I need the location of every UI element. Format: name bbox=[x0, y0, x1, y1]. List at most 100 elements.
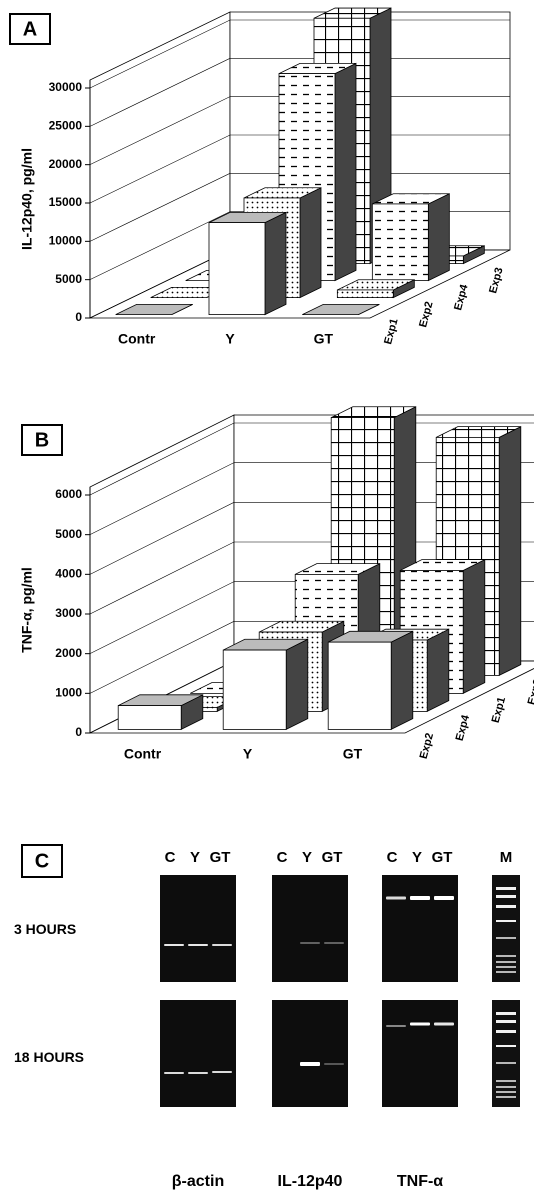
panel-label: B bbox=[35, 429, 49, 451]
gel-band bbox=[212, 944, 232, 946]
y-tick-label: 25000 bbox=[49, 119, 83, 133]
lane-label: Y bbox=[412, 849, 422, 866]
x-tick-label: Y bbox=[243, 746, 253, 762]
series-label: Exp1 bbox=[382, 317, 400, 346]
row-label: 18 HOURS bbox=[14, 1049, 84, 1065]
series-label: Exp3 bbox=[526, 678, 534, 707]
gel-image bbox=[272, 1000, 348, 1107]
y-axis-title: IL-12p40, pg/ml bbox=[19, 148, 35, 250]
y-tick-label: 15000 bbox=[49, 195, 83, 209]
bar-side bbox=[499, 427, 521, 676]
bar bbox=[372, 194, 449, 281]
x-tick-label: GT bbox=[314, 331, 334, 347]
gel-band bbox=[386, 897, 406, 900]
gene-label: IL-12p40 bbox=[278, 1173, 343, 1190]
gel-band bbox=[386, 1025, 406, 1027]
ladder-band bbox=[496, 1012, 516, 1015]
y-tick-label: 0 bbox=[75, 725, 82, 739]
series-label: Exp4 bbox=[452, 282, 471, 311]
gel-image bbox=[160, 1000, 236, 1107]
gel-band bbox=[410, 1023, 430, 1026]
gel-band bbox=[188, 944, 208, 946]
bar-side bbox=[463, 560, 485, 694]
bar-side bbox=[265, 212, 286, 314]
ladder-band bbox=[496, 1062, 516, 1064]
gel-band bbox=[164, 944, 184, 946]
bar-side bbox=[335, 63, 356, 280]
ladder-band bbox=[496, 1030, 516, 1033]
bar-front bbox=[328, 642, 391, 729]
bar bbox=[223, 639, 308, 729]
gel-band bbox=[410, 896, 430, 900]
bar-side bbox=[300, 188, 321, 298]
lane-label: GT bbox=[322, 849, 343, 866]
panel-label: C bbox=[35, 850, 49, 872]
y-tick-label: 10000 bbox=[49, 234, 83, 248]
ladder-band bbox=[496, 966, 516, 968]
bar bbox=[328, 631, 413, 729]
gel-image bbox=[382, 875, 458, 982]
ladder-band bbox=[496, 1086, 516, 1088]
lane-label: Y bbox=[190, 849, 200, 866]
x-tick-label: GT bbox=[343, 746, 363, 762]
y-tick-label: 2000 bbox=[55, 646, 82, 660]
panel-label: A bbox=[23, 18, 37, 40]
bar-side bbox=[286, 639, 308, 729]
ladder-band bbox=[496, 1080, 516, 1082]
bar-front bbox=[209, 223, 265, 315]
gel-band bbox=[434, 1023, 454, 1026]
gel-band bbox=[324, 1063, 344, 1065]
series-label: Exp1 bbox=[490, 696, 508, 725]
gel-band bbox=[324, 942, 344, 944]
bar-front bbox=[337, 290, 393, 298]
series-label: Exp4 bbox=[454, 713, 473, 742]
ladder-band bbox=[496, 887, 516, 890]
ladder-band bbox=[496, 1045, 516, 1047]
series-label: Exp3 bbox=[487, 266, 505, 295]
lane-label: GT bbox=[210, 849, 231, 866]
ladder-band bbox=[496, 895, 516, 898]
bar-side bbox=[428, 194, 449, 281]
y-tick-label: 5000 bbox=[55, 272, 82, 286]
x-tick-label: Contr bbox=[118, 331, 156, 347]
lane-label: Y bbox=[302, 849, 312, 866]
gel-band bbox=[300, 942, 320, 944]
lane-label: C bbox=[277, 849, 288, 866]
gel-image bbox=[382, 1000, 458, 1107]
bar bbox=[209, 212, 286, 314]
gel-band bbox=[188, 1072, 208, 1074]
x-tick-label: Contr bbox=[124, 746, 162, 762]
series-label: Exp2 bbox=[418, 732, 436, 761]
gene-label: β-actin bbox=[172, 1173, 224, 1190]
ladder-band bbox=[496, 955, 516, 957]
bar-side bbox=[427, 629, 449, 711]
y-tick-label: 20000 bbox=[49, 157, 83, 171]
figure: A050001000015000200002500030000IL-12p40,… bbox=[0, 0, 534, 1203]
ladder-band bbox=[496, 961, 516, 963]
ladder-band bbox=[496, 1020, 516, 1023]
ladder-band bbox=[496, 937, 516, 939]
gel-image bbox=[160, 875, 236, 982]
y-tick-label: 30000 bbox=[49, 80, 83, 94]
ladder-band bbox=[496, 1096, 516, 1098]
ladder-band bbox=[496, 971, 516, 973]
gel-band bbox=[300, 1062, 320, 1066]
gel-image bbox=[272, 875, 348, 982]
gel-band bbox=[434, 896, 454, 900]
gel-image bbox=[492, 875, 520, 982]
bar-side bbox=[391, 631, 413, 729]
x-tick-label: Y bbox=[225, 331, 235, 347]
gene-label: TNF-α bbox=[397, 1173, 443, 1190]
gel-image bbox=[492, 1000, 520, 1107]
gel-band bbox=[164, 1072, 184, 1074]
y-tick-label: 5000 bbox=[55, 527, 82, 541]
y-tick-label: 0 bbox=[75, 310, 82, 324]
lane-label: C bbox=[165, 849, 176, 866]
bar-front bbox=[118, 706, 181, 730]
ladder-band bbox=[496, 920, 516, 922]
series-label: Exp2 bbox=[417, 300, 435, 329]
y-tick-label: 6000 bbox=[55, 487, 82, 501]
marker-label: M bbox=[500, 849, 513, 866]
gel-band bbox=[212, 1071, 232, 1073]
row-label: 3 HOURS bbox=[14, 921, 76, 937]
